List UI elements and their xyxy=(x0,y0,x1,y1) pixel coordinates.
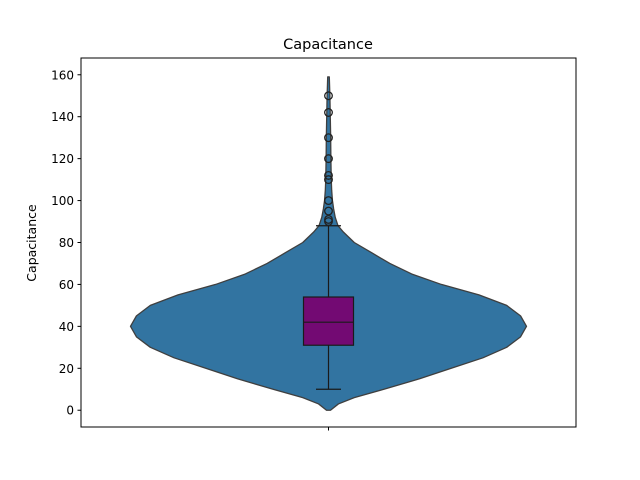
y-tick-label: 140 xyxy=(51,110,74,124)
y-tick-label: 60 xyxy=(59,278,74,292)
outlier-point xyxy=(324,170,333,180)
outlier-point xyxy=(324,91,333,101)
y-tick-label: 120 xyxy=(51,152,74,166)
outlier-point xyxy=(324,108,333,117)
outlier-point xyxy=(324,133,333,143)
y-tick-label: 40 xyxy=(59,320,74,334)
outlier-point xyxy=(324,206,333,216)
plot-frame xyxy=(80,57,577,428)
y-tick-label: 0 xyxy=(66,404,74,418)
y-tick-label: 100 xyxy=(51,194,74,208)
y-axis: 0 20 40 60 80 100 120 140 160 xyxy=(51,68,329,431)
y-tick-label: 80 xyxy=(59,236,74,250)
plot-area xyxy=(129,76,528,411)
outlier-point xyxy=(324,154,333,164)
y-tick-label: 20 xyxy=(59,362,74,376)
y-tick-label: 160 xyxy=(51,68,74,82)
interquartile-box xyxy=(302,296,355,346)
outlier-point xyxy=(324,196,333,206)
outlier-point xyxy=(324,175,333,185)
y-axis-label: Capacitance xyxy=(24,204,39,282)
chart-title: Capacitance xyxy=(283,37,373,53)
outlier-point xyxy=(324,214,333,224)
